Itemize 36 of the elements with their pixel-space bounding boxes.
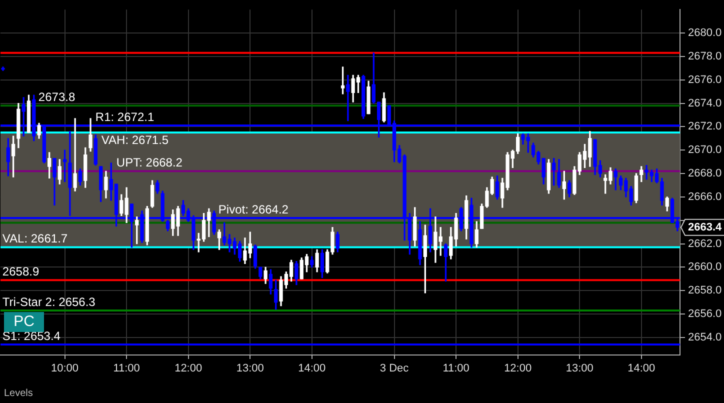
y-tick-label: 2678.0	[688, 50, 722, 62]
x-tick-label: 11:00	[113, 362, 140, 375]
x-tick-label: 11:00	[442, 362, 470, 375]
candlestick	[346, 74, 350, 122]
y-tick-label: 2654.0	[688, 331, 722, 344]
y-tick-label: 2656.0	[688, 308, 722, 320]
y-tick-label: 2680.0	[688, 27, 722, 40]
ref-line-label: R1: 2672.1	[95, 110, 154, 124]
annotation: PC	[4, 312, 44, 332]
candlestick	[73, 118, 77, 192]
x-tick-label: 12:00	[174, 362, 202, 375]
y-tick-label: 2662.0	[688, 238, 722, 250]
y-tick-label: 2672.0	[688, 120, 722, 133]
y-tick-label: 2674.0	[688, 97, 722, 110]
x-tick-label: 12:00	[504, 362, 532, 375]
y-tick-label: 2660.0	[688, 261, 722, 274]
x-tick-label: 14:00	[628, 362, 656, 375]
ref-line-label: VAL: 2661.7	[2, 232, 68, 246]
y-tick-label: 2668.0	[688, 168, 722, 180]
y-tick-label: 2658.0	[688, 284, 722, 297]
ref-line-label: VAH: 2671.5	[101, 132, 169, 147]
x-tick-label: 13:00	[236, 362, 264, 375]
ref-line-label: UPT: 2668.2	[116, 155, 183, 170]
ref-line-label: 2658.9	[2, 264, 40, 278]
ref-line-label: Tri-Star 2: 2656.3	[2, 294, 96, 309]
text: 2663.4	[688, 221, 723, 234]
ref-line-label: Pivot: 2664.2	[218, 202, 289, 216]
y-tick-label: 2666.0	[688, 190, 722, 203]
x-tick-label: 13:00	[566, 362, 594, 375]
x-tick-label: 14:00	[298, 362, 326, 375]
text: Levels	[4, 388, 33, 399]
x-tick-label: 3 Dec	[380, 362, 410, 375]
x-tick-label: 10:00	[51, 362, 79, 375]
ref-line-label: 2673.8	[38, 90, 76, 104]
y-tick-label: 2676.0	[688, 74, 722, 86]
y-tick-label: 2670.0	[688, 144, 722, 156]
